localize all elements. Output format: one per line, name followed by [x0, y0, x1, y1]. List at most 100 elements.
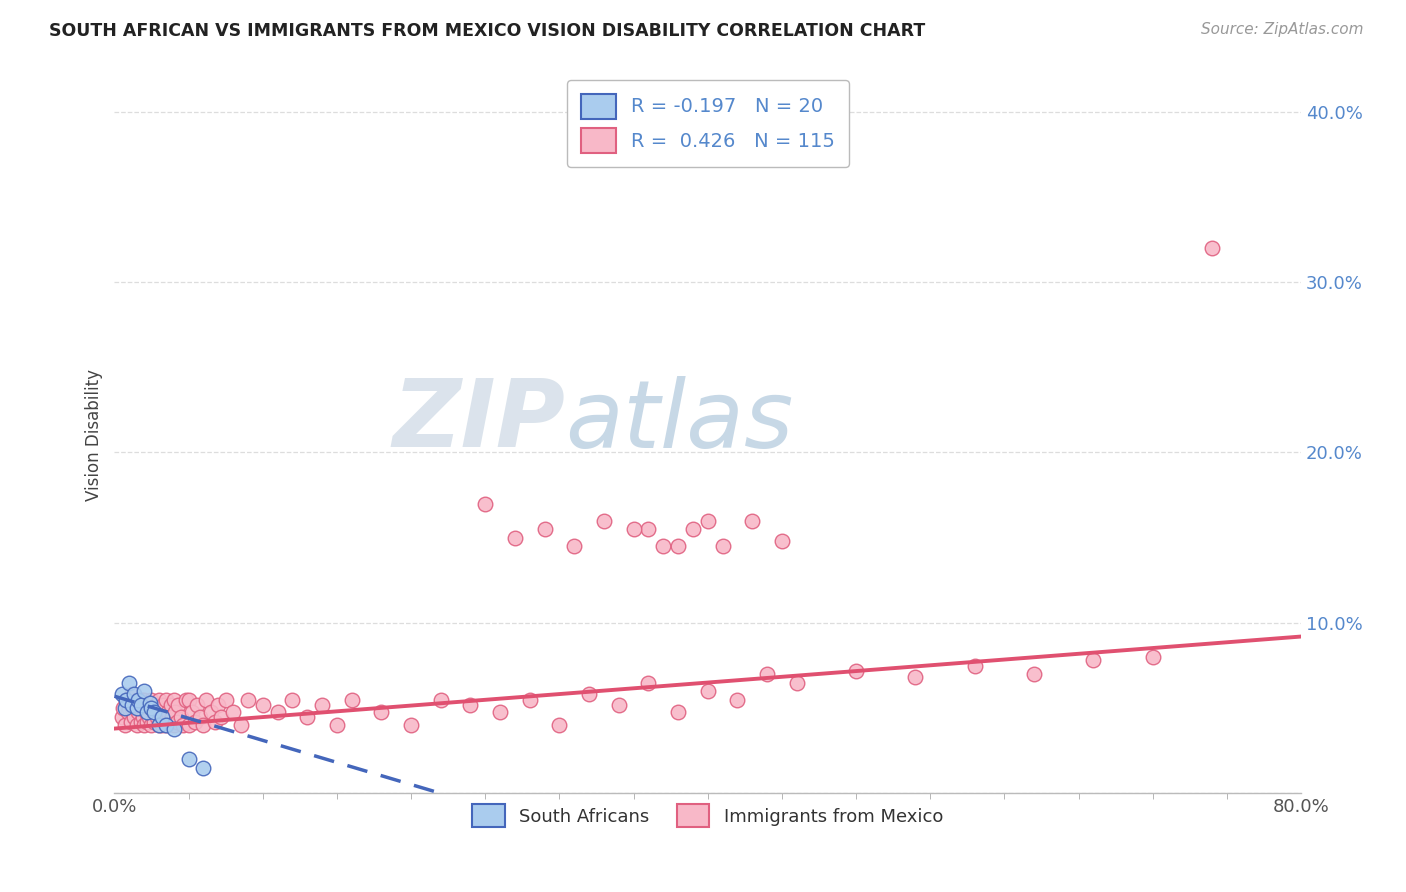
- Point: [163, 722, 186, 736]
- Point: [489, 705, 512, 719]
- Point: [117, 705, 139, 719]
- Point: [177, 718, 200, 732]
- Point: [1142, 650, 1164, 665]
- Point: [711, 539, 734, 553]
- Point: [150, 718, 173, 732]
- Point: [209, 709, 232, 723]
- Point: [297, 709, 319, 723]
- Point: [637, 522, 659, 536]
- Point: [652, 539, 675, 553]
- Point: [170, 709, 193, 723]
- Point: [122, 709, 145, 723]
- Point: [132, 692, 155, 706]
- Point: [159, 698, 181, 712]
- Point: [682, 522, 704, 536]
- Y-axis label: Vision Disability: Vision Disability: [86, 369, 103, 501]
- Point: [129, 692, 152, 706]
- Point: [166, 714, 188, 729]
- Point: [519, 692, 541, 706]
- Point: [578, 688, 600, 702]
- Point: [121, 701, 143, 715]
- Point: [845, 664, 868, 678]
- Point: [229, 718, 252, 732]
- Text: atlas: atlas: [565, 376, 793, 467]
- Point: [183, 714, 205, 729]
- Point: [963, 658, 986, 673]
- Point: [904, 670, 927, 684]
- Point: [165, 705, 187, 719]
- Point: [399, 718, 422, 732]
- Text: Source: ZipAtlas.com: Source: ZipAtlas.com: [1201, 22, 1364, 37]
- Point: [786, 675, 808, 690]
- Point: [163, 692, 186, 706]
- Text: SOUTH AFRICAN VS IMMIGRANTS FROM MEXICO VISION DISABILITY CORRELATION CHART: SOUTH AFRICAN VS IMMIGRANTS FROM MEXICO …: [49, 22, 925, 40]
- Point: [139, 696, 162, 710]
- Point: [155, 718, 177, 732]
- Point: [177, 692, 200, 706]
- Point: [326, 718, 349, 732]
- Point: [562, 539, 585, 553]
- Point: [340, 692, 363, 706]
- Point: [121, 688, 143, 702]
- Point: [114, 701, 136, 715]
- Point: [118, 675, 141, 690]
- Point: [150, 709, 173, 723]
- Point: [141, 692, 163, 706]
- Point: [127, 705, 149, 719]
- Point: [725, 692, 748, 706]
- Point: [370, 705, 392, 719]
- Point: [146, 709, 169, 723]
- Point: [741, 514, 763, 528]
- Point: [111, 709, 134, 723]
- Point: [122, 688, 145, 702]
- Point: [132, 718, 155, 732]
- Point: [186, 698, 208, 712]
- Point: [136, 714, 159, 729]
- Point: [503, 531, 526, 545]
- Point: [148, 718, 170, 732]
- Point: [174, 692, 197, 706]
- Point: [1201, 241, 1223, 255]
- Point: [143, 705, 166, 719]
- Point: [195, 692, 218, 706]
- Point: [533, 522, 555, 536]
- Point: [236, 692, 259, 706]
- Point: [696, 514, 718, 528]
- Point: [155, 692, 177, 706]
- Point: [125, 692, 148, 706]
- Point: [145, 698, 167, 712]
- Point: [666, 539, 689, 553]
- Point: [429, 692, 451, 706]
- Point: [136, 705, 159, 719]
- Point: [460, 698, 482, 712]
- Point: [141, 701, 163, 715]
- Point: [155, 718, 177, 732]
- Point: [135, 705, 157, 719]
- Point: [120, 714, 142, 729]
- Point: [162, 709, 184, 723]
- Point: [637, 675, 659, 690]
- Point: [266, 705, 288, 719]
- Point: [141, 718, 163, 732]
- Point: [200, 705, 222, 719]
- Point: [138, 709, 160, 723]
- Point: [548, 718, 571, 732]
- Point: [142, 705, 165, 719]
- Point: [756, 667, 779, 681]
- Point: [127, 692, 149, 706]
- Point: [152, 698, 174, 712]
- Point: [180, 705, 202, 719]
- Point: [474, 497, 496, 511]
- Point: [770, 534, 793, 549]
- Point: [148, 718, 170, 732]
- Point: [124, 698, 146, 712]
- Point: [125, 718, 148, 732]
- Point: [193, 718, 215, 732]
- Point: [136, 698, 159, 712]
- Point: [121, 698, 143, 712]
- Point: [607, 698, 630, 712]
- Point: [157, 714, 180, 729]
- Point: [143, 714, 166, 729]
- Point: [177, 752, 200, 766]
- Point: [311, 698, 333, 712]
